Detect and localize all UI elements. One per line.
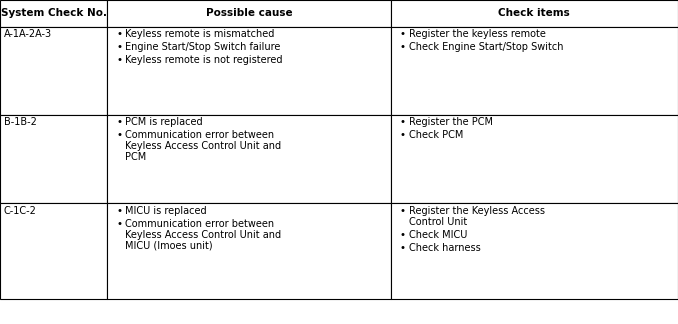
Bar <box>391 27 678 115</box>
Bar <box>107 203 391 299</box>
Text: •: • <box>399 130 405 140</box>
Text: PCM is replaced: PCM is replaced <box>125 117 203 127</box>
Bar <box>107 0 391 27</box>
Bar <box>0 203 107 299</box>
Bar <box>107 115 391 203</box>
Text: Possible cause: Possible cause <box>205 8 292 18</box>
Bar <box>107 27 391 115</box>
Text: Check items: Check items <box>498 8 570 18</box>
Text: •: • <box>116 55 122 65</box>
Text: Register the keyless remote: Register the keyless remote <box>409 29 545 39</box>
Text: •: • <box>399 206 405 216</box>
Text: Register the Keyless Access: Register the Keyless Access <box>409 206 544 216</box>
Bar <box>0 0 107 27</box>
Text: Communication error between: Communication error between <box>125 130 274 140</box>
Text: Keyless remote is not registered: Keyless remote is not registered <box>125 55 283 65</box>
Text: MICU (Imoes unit): MICU (Imoes unit) <box>125 241 213 251</box>
Text: Register the PCM: Register the PCM <box>409 117 492 127</box>
Text: Check PCM: Check PCM <box>409 130 463 140</box>
Text: •: • <box>116 117 122 127</box>
Text: •: • <box>116 130 122 140</box>
Text: Check MICU: Check MICU <box>409 230 467 240</box>
Text: Check harness: Check harness <box>409 243 480 253</box>
Text: Control Unit: Control Unit <box>409 217 466 227</box>
Text: •: • <box>399 230 405 240</box>
Text: •: • <box>399 42 405 52</box>
Bar <box>391 0 678 27</box>
Text: Engine Start/Stop Switch failure: Engine Start/Stop Switch failure <box>125 42 281 52</box>
Text: B-1B-2: B-1B-2 <box>4 117 37 127</box>
Text: •: • <box>116 219 122 229</box>
Text: MICU is replaced: MICU is replaced <box>125 206 207 216</box>
Text: •: • <box>116 42 122 52</box>
Text: Keyless Access Control Unit and: Keyless Access Control Unit and <box>125 230 281 240</box>
Text: Keyless Access Control Unit and: Keyless Access Control Unit and <box>125 141 281 151</box>
Bar <box>391 203 678 299</box>
Bar <box>0 115 107 203</box>
Text: Keyless remote is mismatched: Keyless remote is mismatched <box>125 29 275 39</box>
Text: Check Engine Start/Stop Switch: Check Engine Start/Stop Switch <box>409 42 563 52</box>
Text: •: • <box>399 243 405 253</box>
Text: •: • <box>399 29 405 39</box>
Bar <box>391 115 678 203</box>
Text: System Check No.: System Check No. <box>1 8 106 18</box>
Text: •: • <box>116 29 122 39</box>
Text: C-1C-2: C-1C-2 <box>4 206 37 216</box>
Bar <box>0 27 107 115</box>
Text: •: • <box>116 206 122 216</box>
Text: PCM: PCM <box>125 152 146 162</box>
Text: Communication error between: Communication error between <box>125 219 274 229</box>
Text: A-1A-2A-3: A-1A-2A-3 <box>4 29 52 39</box>
Text: •: • <box>399 117 405 127</box>
